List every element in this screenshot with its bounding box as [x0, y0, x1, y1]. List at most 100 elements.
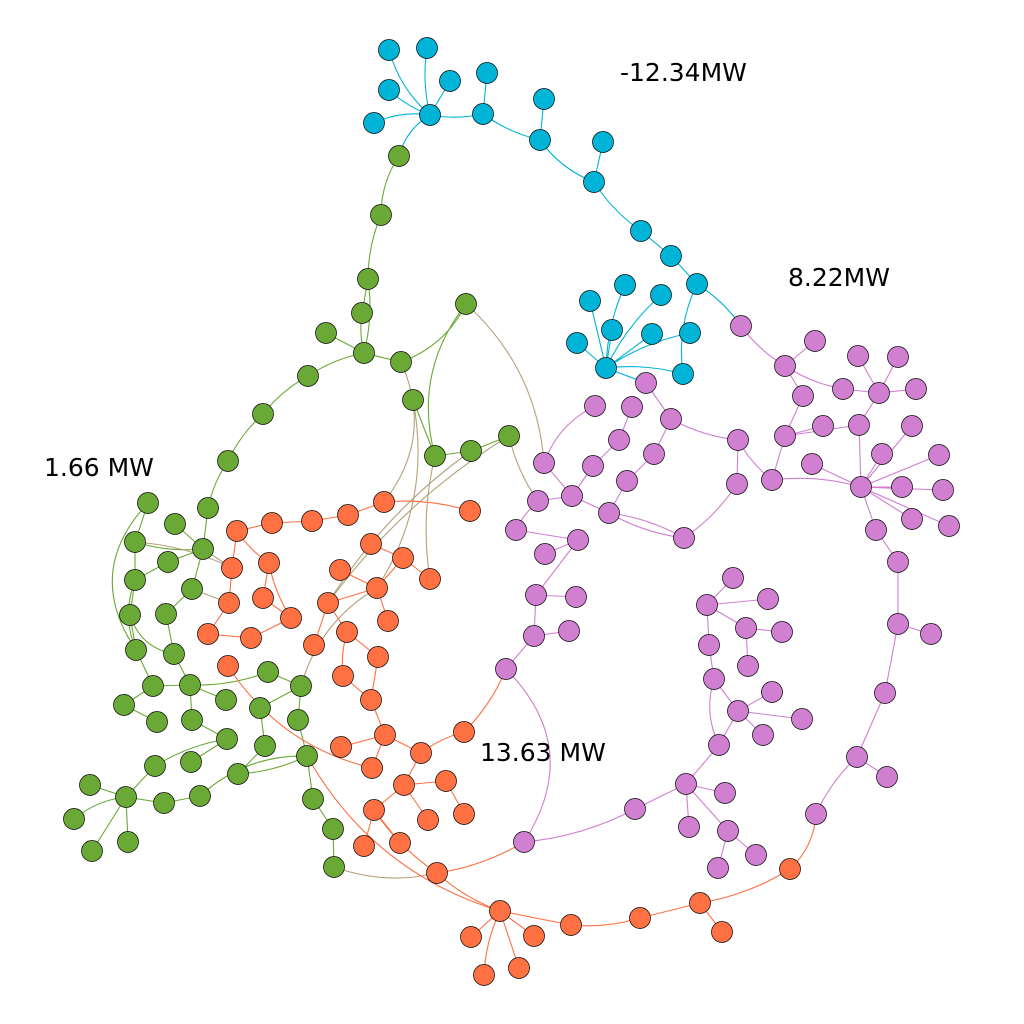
cyan-node — [679, 322, 701, 344]
magenta-node — [624, 798, 646, 820]
orange-node — [419, 568, 441, 590]
green-node — [249, 697, 271, 719]
cyan-node — [416, 37, 438, 59]
magenta-node — [722, 567, 744, 589]
magenta-node — [761, 681, 783, 703]
magenta-node — [727, 700, 749, 722]
magenta-node — [533, 452, 555, 474]
edge-g14-o16 — [327, 450, 472, 604]
green-node — [124, 569, 146, 591]
orange-node — [426, 862, 448, 884]
magenta-node — [805, 803, 827, 825]
green-node — [197, 497, 219, 519]
green-node — [181, 578, 203, 600]
magenta-node — [757, 588, 779, 610]
magenta-node — [832, 378, 854, 400]
magenta-node — [901, 508, 923, 530]
cyan-node — [686, 273, 708, 295]
magenta-node — [850, 476, 872, 498]
green-node — [119, 604, 141, 626]
orange-node — [280, 607, 302, 629]
magenta-node — [635, 372, 657, 394]
magenta-node — [678, 816, 700, 838]
edge-o24-o31 — [227, 665, 373, 769]
magenta-node — [871, 443, 893, 465]
orange-node — [689, 892, 711, 914]
orange-node — [360, 689, 382, 711]
magenta-node — [771, 621, 793, 643]
cyan-node — [378, 79, 400, 101]
orange-node — [336, 621, 358, 643]
magenta-node — [932, 479, 954, 501]
green-node — [287, 709, 309, 731]
magenta-node — [865, 519, 887, 541]
magenta-node — [582, 455, 604, 477]
cyan-node — [529, 129, 551, 151]
green-node — [351, 302, 373, 324]
magenta-node — [847, 345, 869, 367]
label-layer: -12.34MW 8.22MW 1.66 MW 13.63 MW — [44, 58, 890, 767]
orange-node — [377, 610, 399, 632]
cyan-region-power-label: -12.34MW — [620, 58, 747, 87]
cyan-node — [579, 290, 601, 312]
magenta-node — [901, 415, 923, 437]
orange-node — [523, 925, 545, 947]
cyan-node — [378, 39, 400, 61]
magenta-node — [698, 634, 720, 656]
cyan-node — [419, 104, 441, 126]
edge-o40-g40 — [306, 755, 501, 912]
magenta-node — [495, 658, 517, 680]
magenta-node — [737, 655, 759, 677]
magenta-node — [717, 820, 739, 842]
magenta-node — [891, 476, 913, 498]
cyan-node — [363, 112, 385, 134]
magenta-node — [868, 382, 890, 404]
green-node — [353, 342, 375, 364]
magenta-node — [708, 734, 730, 756]
orange-node — [366, 577, 388, 599]
magenta-node — [673, 527, 695, 549]
magenta-node — [730, 315, 752, 337]
magenta-node — [598, 502, 620, 524]
magenta-node — [513, 831, 535, 853]
magenta-node — [812, 415, 834, 437]
orange-node — [508, 957, 530, 979]
green-node — [125, 639, 147, 661]
magenta-node — [801, 453, 823, 475]
green-node — [179, 674, 201, 696]
magenta-node — [846, 746, 868, 768]
orange-node — [261, 512, 283, 534]
magenta-node — [726, 473, 748, 495]
magenta-node — [804, 330, 826, 352]
edge-m11-m21 — [543, 405, 596, 464]
orange-node — [473, 964, 495, 986]
green-node — [323, 856, 345, 878]
orange-node — [393, 774, 415, 796]
cyan-node — [614, 274, 636, 296]
green-node — [296, 745, 318, 767]
green-node — [164, 513, 186, 535]
magenta-node — [707, 857, 729, 879]
cyan-node — [476, 62, 498, 84]
magenta-node — [567, 529, 589, 551]
edge-g47-g40 — [199, 755, 308, 797]
orange-node — [221, 557, 243, 579]
magenta-node — [608, 429, 630, 451]
green-node — [79, 774, 101, 796]
green-node — [252, 403, 274, 425]
magenta-node — [887, 551, 909, 573]
green-node — [498, 425, 520, 447]
orange-node — [360, 533, 382, 555]
green-node — [192, 538, 214, 560]
edge-g16-g26 — [111, 502, 149, 651]
orange-node — [317, 592, 339, 614]
orange-node — [453, 803, 475, 825]
orange-node — [560, 914, 582, 936]
orange-node — [258, 552, 280, 574]
orange-node — [361, 757, 383, 779]
orange-node — [392, 547, 414, 569]
edge-m56-m72 — [505, 668, 551, 843]
green-node — [124, 531, 146, 553]
orange-node — [374, 724, 396, 746]
orange-node — [217, 655, 239, 677]
